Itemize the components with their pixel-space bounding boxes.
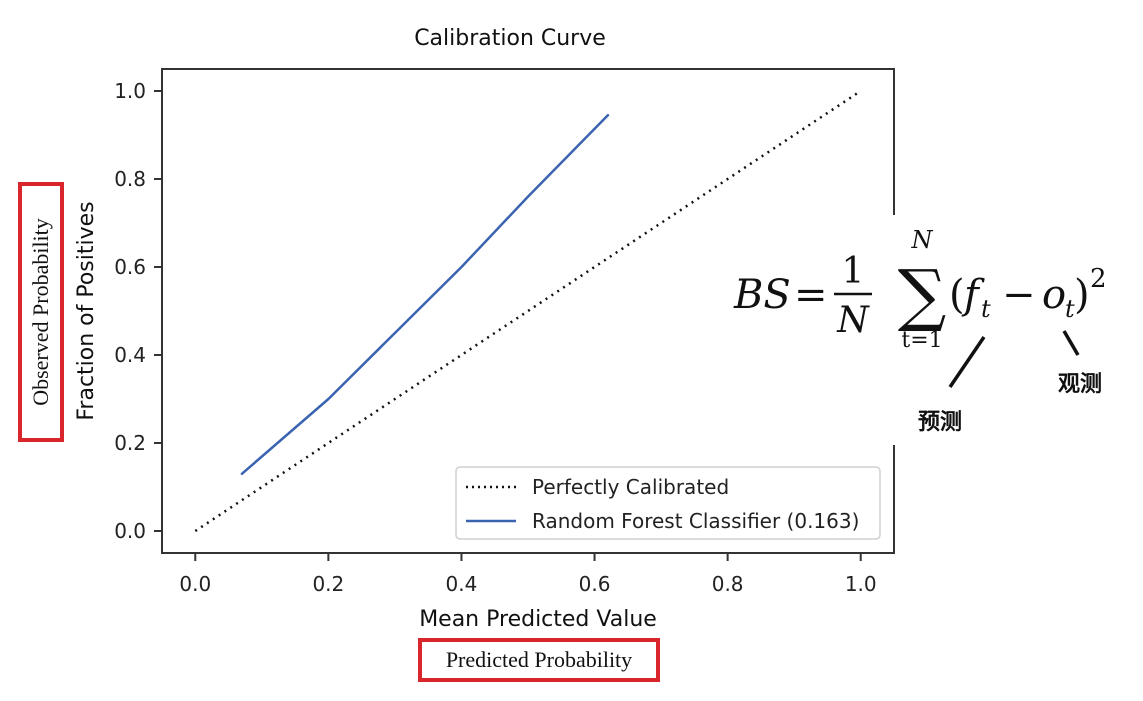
- pointer-observe-line: [1062, 330, 1080, 356]
- y-tick-label: 0.8: [114, 167, 146, 191]
- formula-open-paren: (: [949, 272, 965, 318]
- x-tick-label: 0.4: [446, 572, 478, 596]
- formula-denominator: N: [836, 300, 870, 341]
- pointer-predict-line: [948, 336, 986, 388]
- observed-probability-annotation: Observed Probability: [18, 182, 64, 442]
- formula-equals: =: [794, 272, 828, 318]
- series-line-random-forest: [240, 113, 610, 476]
- predicted-probability-annotation: Predicted Probability: [418, 638, 660, 682]
- formula-bs: BS: [733, 272, 791, 318]
- predicted-probability-text: Predicted Probability: [445, 647, 633, 672]
- legend-label-perfect: Perfectly Calibrated: [532, 475, 729, 499]
- formula-close-paren: ): [1074, 272, 1090, 318]
- formula-minus: −: [1002, 272, 1036, 318]
- x-tick-label: 1.0: [845, 572, 877, 596]
- x-tick-label: 0.0: [179, 572, 211, 596]
- y-tick-label: 0.2: [114, 431, 146, 455]
- observed-probability-text: Observed Probability: [28, 218, 53, 406]
- y-axis-title: Fraction of Positives: [74, 201, 99, 420]
- x-tick-label: 0.8: [712, 572, 744, 596]
- formula-power: 2: [1090, 264, 1107, 294]
- chart-title: Calibration Curve: [414, 26, 606, 51]
- series-layer: [194, 89, 862, 533]
- legend-label-rf: Random Forest Classifier (0.163): [532, 509, 859, 533]
- y-tick-label: 0.6: [114, 255, 146, 279]
- axis-ticks: 0.0 0.2 0.4 0.6 0.8 1.0 0.0 0.2 0.4 0.6 0.8 1.0: [114, 79, 876, 596]
- formula-sigma-icon: ∑: [898, 256, 947, 335]
- predict-label: 预测: [918, 410, 963, 435]
- y-tick-label: 0.0: [114, 519, 146, 543]
- brier-score-formula: BS = 1 N N ∑ t=1 ( f t − o t ) 2: [700, 215, 1143, 445]
- formula-sum-lower: t=1: [901, 328, 942, 353]
- formula-numerator: 1: [842, 251, 865, 292]
- legend: Perfectly Calibrated Random Forest Class…: [455, 466, 881, 540]
- formula-o-sub: t: [1065, 295, 1075, 323]
- x-axis-title: Mean Predicted Value: [419, 607, 657, 632]
- y-tick-label: 0.4: [114, 343, 146, 367]
- legend-frame: [455, 466, 881, 540]
- formula-f-sub: t: [981, 295, 991, 323]
- formula-o: o: [1042, 272, 1066, 318]
- x-tick-label: 0.6: [579, 572, 611, 596]
- y-tick-label: 1.0: [114, 79, 146, 103]
- x-tick-label: 0.2: [312, 572, 344, 596]
- observe-label: 观测: [1058, 372, 1103, 397]
- formula-sum-upper: N: [911, 226, 934, 254]
